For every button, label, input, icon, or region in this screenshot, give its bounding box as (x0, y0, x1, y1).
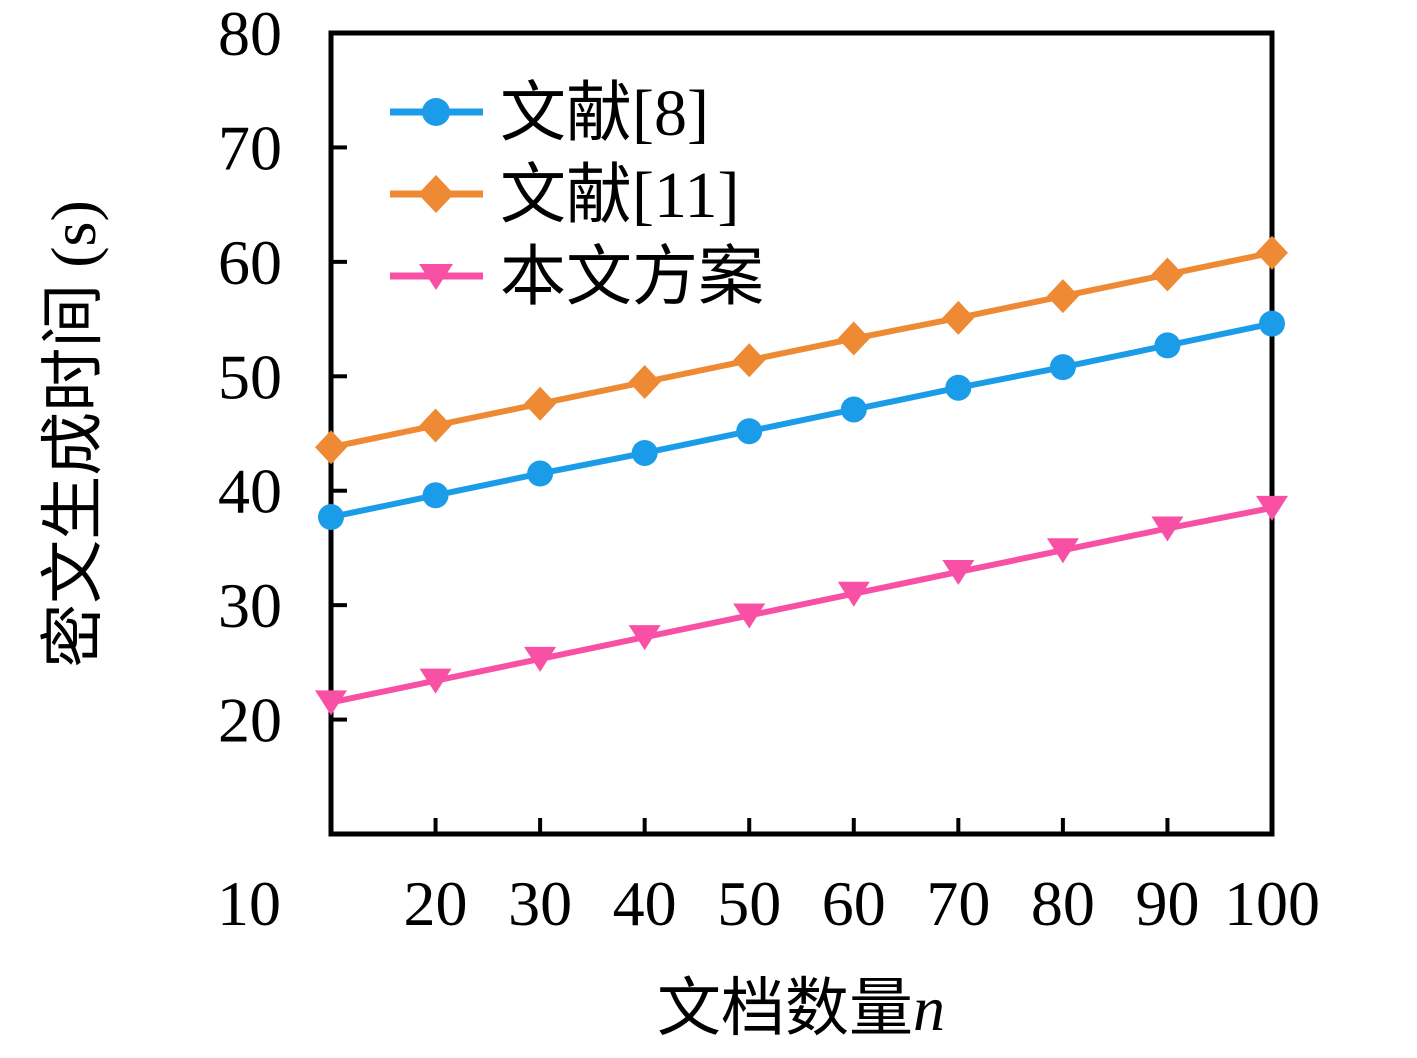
x-tick-label-40: 40 (613, 868, 677, 939)
series-0-marker-x10 (318, 504, 344, 531)
series-0-marker-x100 (1259, 310, 1285, 337)
y-tick-label-70: 70 (218, 112, 282, 183)
x-axis-title-variable: n (913, 973, 945, 1044)
series-0-marker-x70 (945, 374, 972, 401)
series-1-marker-x30 (524, 386, 557, 421)
series-2-marker-x80 (1046, 538, 1079, 564)
series-0-marker-x90 (1154, 332, 1181, 359)
y-tick-label-80: 80 (218, 0, 282, 69)
series-1-marker-x90 (1151, 257, 1184, 292)
x-tick-label-90: 90 (1135, 868, 1199, 939)
x-axis-title-text: 文档数量 (657, 973, 913, 1044)
series-0-marker-x40 (631, 439, 658, 466)
series-0-marker-x80 (1049, 354, 1076, 381)
series-line-1 (330, 249, 1273, 451)
legend-label-series-1: 文献[11] (500, 159, 740, 232)
series-2-marker-x10 (315, 690, 347, 716)
series-2-marker-x40 (628, 625, 661, 651)
legend-marker-2 (419, 264, 453, 290)
x-tick-label-50: 50 (717, 868, 781, 939)
chart-generated-layer: 10 20 30 40 50 60 70 80 90 100 20 30 40 50 60 70 80 (217, 0, 1320, 939)
series-2-marker-x50 (733, 603, 766, 629)
series-1-marker-x50 (733, 343, 766, 378)
series-0-marker-x20 (422, 482, 449, 509)
series-2-marker-x30 (524, 646, 557, 672)
series-1-marker-x100 (1256, 235, 1288, 270)
series-2-marker-x70 (942, 559, 975, 585)
series-line-2 (330, 504, 1273, 706)
x-axis-title: 文档数量n (657, 973, 945, 1044)
series-0-marker-x60 (840, 396, 867, 423)
series-1-marker-x60 (837, 321, 870, 356)
series-2-marker-x100 (1256, 495, 1288, 521)
x-tick-label-10: 10 (217, 868, 281, 939)
series-1-marker-x20 (419, 408, 452, 443)
series-0-marker-x50 (736, 418, 763, 445)
series-2-marker-x60 (837, 581, 870, 607)
x-tick-label-60: 60 (822, 868, 886, 939)
y-tick-label-20: 20 (218, 685, 282, 756)
y-tick-label-60: 60 (218, 227, 282, 298)
series-1-marker-x80 (1046, 279, 1079, 314)
x-tick-label-100: 100 (1224, 868, 1320, 939)
series-line-0 (330, 320, 1273, 520)
series-2-marker-x20 (419, 668, 452, 694)
legend-marker-0 (422, 98, 450, 126)
series-1-marker-x40 (628, 365, 661, 400)
legend-label-series-0: 文献[8] (500, 77, 709, 150)
legend-marker-1 (418, 175, 454, 213)
x-tick-label-70: 70 (926, 868, 990, 939)
x-tick-label-30: 30 (508, 868, 572, 939)
y-axis-title: 密文生成时间 (s) (38, 200, 109, 668)
series-0-marker-x30 (527, 460, 554, 487)
series-2-marker-x90 (1151, 516, 1184, 542)
series-1-marker-x70 (942, 300, 975, 335)
y-tick-label-50: 50 (218, 341, 282, 412)
x-tick-label-80: 80 (1031, 868, 1095, 939)
series-1-marker-x10 (315, 430, 347, 465)
x-tick-label-20: 20 (404, 868, 468, 939)
legend-label-series-2: 本文方案 (500, 241, 764, 314)
plot-border (328, 30, 1275, 837)
y-tick-label-40: 40 (218, 456, 282, 527)
y-tick-label-30: 30 (218, 570, 282, 641)
